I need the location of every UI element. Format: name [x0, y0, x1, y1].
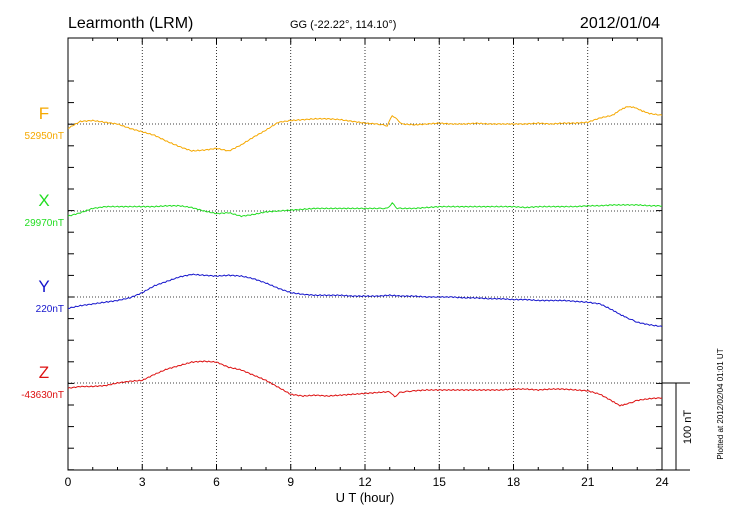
- series-labels: F 52950nT X 29970nT Y 220nT Z -43630nT: [21, 104, 64, 401]
- series-baseline-x: 29970nT: [25, 218, 64, 229]
- x-tick-label: 3: [139, 475, 146, 489]
- x-axis-label: U T (hour): [336, 490, 395, 505]
- x-tick-label: 12: [358, 475, 372, 489]
- x-tick-label: 9: [287, 475, 294, 489]
- x-tick-label: 18: [507, 475, 521, 489]
- plot-date: 2012/01/04: [580, 15, 660, 32]
- grid-lines: [68, 38, 662, 470]
- series-baseline-f: 52950nT: [25, 131, 64, 142]
- series-baseline-y: 220nT: [36, 304, 64, 315]
- station-coords: GG (-22.22°, 114.10°): [290, 19, 396, 31]
- series-lines: [67, 106, 663, 407]
- series-baseline-z: -43630nT: [21, 390, 64, 401]
- series-line-x: [67, 202, 663, 218]
- series-name-x: X: [38, 191, 49, 210]
- axis-ticks: [67, 38, 663, 471]
- series-name-f: F: [39, 104, 49, 123]
- series-name-y: Y: [38, 277, 49, 296]
- scale-bar: 100 nT: [662, 382, 694, 471]
- x-tick-label: 6: [213, 475, 220, 489]
- x-tick-labels: 0 3 6 9 12 15 18 21 24: [65, 475, 669, 489]
- scale-bar-label: 100 nT: [682, 410, 694, 445]
- plotted-timestamp: Plotted at 2012/02/04 01:01 UT: [716, 348, 725, 459]
- series-line-y: [67, 273, 663, 328]
- series-line-z: [67, 360, 663, 407]
- x-tick-label: 0: [65, 475, 72, 489]
- x-tick-label: 15: [433, 475, 447, 489]
- series-name-z: Z: [39, 363, 49, 382]
- series-line-f: [67, 106, 663, 152]
- x-tick-label: 24: [655, 475, 669, 489]
- station-title: Learmonth (LRM): [68, 15, 193, 32]
- x-tick-label: 21: [581, 475, 595, 489]
